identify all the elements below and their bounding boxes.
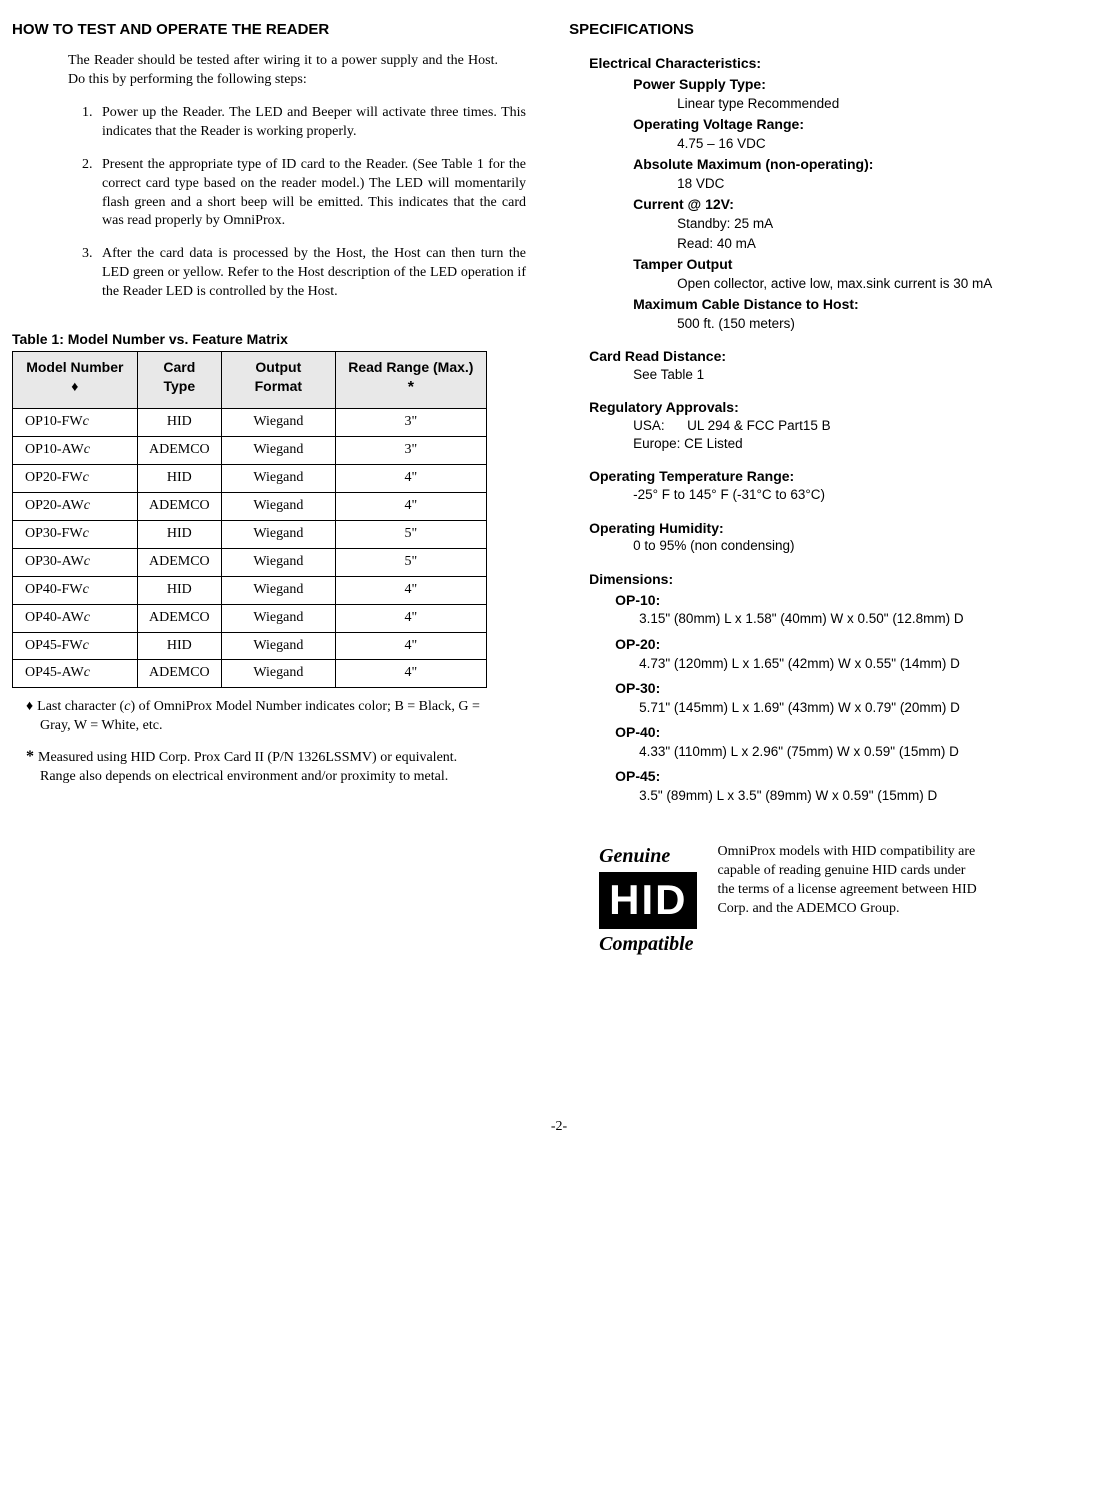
hid-compat-block: Genuine HID Compatible OmniProx models w… [569, 843, 1094, 958]
dim-key: OP-40: [615, 723, 1094, 742]
dim-val: 4.73" (120mm) L x 1.65" (42mm) W x 0.55"… [639, 655, 1094, 673]
table-row: OP45-FWcHIDWiegand4" [13, 632, 487, 660]
hid-text: OmniProx models with HID compatibility a… [717, 843, 977, 919]
dim-key: OP-45: [615, 767, 1094, 786]
hum-val: 0 to 95% (non condensing) [633, 537, 1094, 555]
spec-sub: Operating Voltage Range: [633, 115, 1094, 134]
hum-head: Operating Humidity: [589, 519, 1094, 538]
temp-head: Operating Temperature Range: [589, 467, 1094, 486]
right-column: SPECIFICATIONS Electrical Characteristic… [569, 20, 1094, 958]
spec-sub: Absolute Maximum (non-operating): [633, 155, 1094, 174]
right-heading: SPECIFICATIONS [569, 20, 1094, 40]
electrical-head: Electrical Characteristics: [589, 54, 1094, 73]
table-row: OP20-AWcADEMCOWiegand4" [13, 493, 487, 521]
spec-val: 500 ft. (150 meters) [677, 315, 1094, 333]
dim-val: 4.33" (110mm) L x 2.96" (75mm) W x 0.59"… [639, 743, 1094, 761]
col-range: Read Range (Max.) * [335, 351, 486, 408]
steps-list: Power up the Reader. The LED and Beeper … [68, 104, 526, 302]
step-item: Present the appropriate type of ID card … [96, 156, 526, 232]
left-heading: HOW TO TEST AND OPERATE THE READER [12, 20, 537, 40]
left-column: HOW TO TEST AND OPERATE THE READER The R… [12, 20, 537, 958]
table-row: OP40-AWcADEMCOWiegand4" [13, 604, 487, 632]
dim-key: OP-10: [615, 591, 1094, 610]
table-row: OP30-AWcADEMCOWiegand5" [13, 548, 487, 576]
table-row: OP40-FWcHIDWiegand4" [13, 576, 487, 604]
dim-val: 5.71" (145mm) L x 1.69" (43mm) W x 0.79"… [639, 699, 1094, 717]
reg-usa: USA: UL 294 & FCC Part15 B [633, 417, 1094, 435]
spec-val: 4.75 – 16 VDC [677, 135, 1094, 153]
intro-text: The Reader should be tested after wiring… [68, 52, 498, 90]
dim-val: 3.15" (80mm) L x 1.58" (40mm) W x 0.50" … [639, 610, 1094, 628]
spec-val: Standby: 25 mA [677, 215, 1094, 233]
dim-key: OP-20: [615, 635, 1094, 654]
spec-val: Linear type Recommended [677, 95, 1094, 113]
col-cardtype: Card Type [137, 351, 221, 408]
hid-logo: Genuine HID Compatible [599, 843, 697, 958]
reg-eu: Europe: CE Listed [633, 435, 1094, 453]
spec-sub: Maximum Cable Distance to Host: [633, 295, 1094, 314]
temp-val: -25° F to 145° F (-31°C to 63°C) [633, 486, 1094, 504]
spec-sub: Tamper Output [633, 255, 1094, 274]
page-number: -2- [12, 1118, 1106, 1137]
reg-head: Regulatory Approvals: [589, 398, 1094, 417]
table-row: OP45-AWcADEMCOWiegand4" [13, 660, 487, 688]
spec-val: Read: 40 mA [677, 235, 1094, 253]
spec-val: Open collector, active low, max.sink cur… [677, 275, 1094, 293]
spec-sub: Current @ 12V: [633, 195, 1094, 214]
col-output: Output Format [222, 351, 336, 408]
card-read-val: See Table 1 [633, 366, 1094, 384]
dim-key: OP-30: [615, 679, 1094, 698]
table-title: Table 1: Model Number vs. Feature Matrix [12, 330, 537, 349]
dim-head: Dimensions: [589, 570, 1094, 589]
spec-sub: Power Supply Type: [633, 75, 1094, 94]
step-item: Power up the Reader. The LED and Beeper … [96, 104, 526, 142]
dim-val: 3.5" (89mm) L x 3.5" (89mm) W x 0.59" (1… [639, 787, 1094, 805]
feature-matrix-table: Model Number ♦ Card Type Output Format R… [12, 351, 487, 688]
card-read-head: Card Read Distance: [589, 347, 1094, 366]
spec-val: 18 VDC [677, 175, 1094, 193]
note-star: *Measured using HID Corp. Prox Card II (… [26, 746, 485, 787]
table-row: OP10-AWcADEMCOWiegand3" [13, 437, 487, 465]
table-row: OP20-FWcHIDWiegand4" [13, 465, 487, 493]
table-row: OP30-FWcHIDWiegand5" [13, 520, 487, 548]
table-row: OP10-FWcHIDWiegand3" [13, 409, 487, 437]
col-model: Model Number ♦ [13, 351, 138, 408]
step-item: After the card data is processed by the … [96, 245, 526, 302]
note-diamond: ♦Last character (c) of OmniProx Model Nu… [26, 698, 485, 736]
